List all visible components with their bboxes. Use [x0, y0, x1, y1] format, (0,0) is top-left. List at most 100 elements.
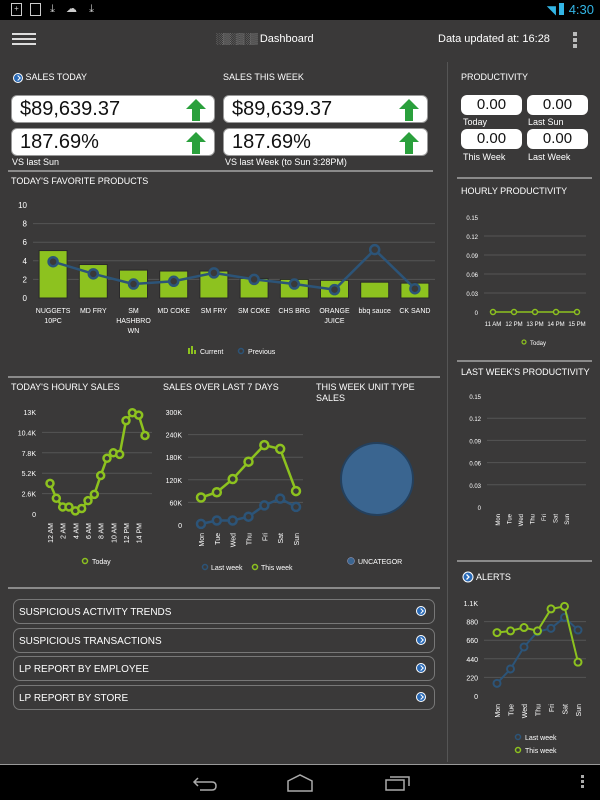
divider — [8, 587, 440, 589]
today-point — [489, 308, 497, 316]
arrow-up-icon — [399, 99, 419, 121]
last-week-point — [519, 642, 529, 652]
chart-title: ALERTS — [476, 572, 511, 582]
previous-point — [288, 278, 301, 290]
download-icon: ⤓ — [89, 3, 94, 15]
x-tick-label: Thu — [531, 514, 537, 524]
x-tick-label: 14 PM — [547, 322, 564, 328]
arrow-up-icon — [399, 132, 419, 154]
previous-point — [87, 268, 100, 280]
chevron-right-icon — [416, 692, 426, 702]
back-icon[interactable] — [192, 775, 218, 791]
today-point — [140, 430, 150, 441]
y-tick-label: 0.06 — [469, 462, 481, 468]
y-tick-label: 0 — [32, 512, 36, 519]
suspicious-transactions-button[interactable]: SUSPICIOUS TRANSACTIONS — [13, 628, 435, 653]
x-tick-label: CK SAND — [399, 308, 430, 315]
legend-label: Last week — [525, 735, 557, 742]
clock: 4:30 — [568, 2, 594, 17]
y-tick-label: 0.15 — [469, 395, 481, 401]
legend-icon — [521, 339, 527, 345]
y-tick-label: 440 — [466, 657, 478, 664]
arrow-up-icon — [186, 132, 206, 154]
legend-icon — [81, 557, 89, 565]
legend-label: This week — [261, 565, 293, 572]
last-week-point — [259, 500, 270, 511]
chevron-right-icon[interactable] — [462, 571, 474, 583]
y-tick-label: 4 — [23, 257, 28, 266]
sales-today-header[interactable]: SALES TODAY — [13, 72, 87, 83]
today-point — [45, 478, 55, 489]
menu-icon[interactable] — [12, 33, 36, 47]
last-week-point — [227, 515, 238, 526]
sales-today-amount-box: $89,639.37 — [11, 95, 215, 123]
y-tick-label: 6 — [23, 238, 28, 247]
x-tick-label: 8 AM — [99, 523, 106, 539]
x-tick-label: CHS BRG — [278, 308, 310, 315]
y-tick-label: 880 — [466, 620, 478, 627]
overflow-menu-icon[interactable] — [581, 775, 584, 788]
data-updated-label: Data updated at: 16:28 — [438, 33, 550, 45]
sales-week-amount: $89,639.37 — [232, 98, 333, 120]
y-tick-label: 1.1K — [464, 601, 479, 608]
alerts-chart: ALERTS 0 220 440 660 880 1.1K Mon Tue Wed Thu Fri Sa… — [462, 571, 586, 755]
chart-title: THIS WEEK UNIT TYPE — [316, 382, 415, 392]
home-icon[interactable] — [287, 774, 313, 792]
x-tick-label: Sun — [565, 514, 571, 525]
recent-apps-icon[interactable] — [385, 774, 411, 792]
this-week-point — [259, 439, 270, 451]
chevron-right-icon — [416, 635, 426, 645]
overflow-menu-icon[interactable] — [573, 32, 577, 48]
y-tick-label: 300K — [166, 410, 183, 417]
y-tick-label: 60K — [170, 500, 183, 507]
x-tick-label: Mon — [496, 514, 502, 526]
arrow-up-icon — [186, 99, 206, 121]
y-tick-label: 0 — [23, 294, 28, 303]
chart-title: TODAY'S FAVORITE PRODUCTS — [11, 176, 148, 186]
last-week-point — [274, 493, 286, 504]
this-week-point — [492, 628, 502, 638]
y-tick-label: 13K — [24, 410, 37, 417]
suspicious-activity-trends-button[interactable]: SUSPICIOUS ACTIVITY TRENDS — [13, 599, 435, 624]
y-tick-label: 0 — [474, 694, 478, 701]
this-week-point — [506, 626, 515, 636]
x-tick-label: 2 AM — [61, 523, 68, 539]
chart-title: HOURLY PRODUCTIVITY — [461, 186, 567, 196]
previous-point — [248, 273, 260, 286]
chart-title: SALES — [316, 393, 345, 403]
x-tick-label: Wed — [519, 514, 525, 526]
chevron-right-icon — [416, 663, 426, 673]
action-bar: ░▒░▒░▒ Dashboard Data updated at: 16:28 — [0, 20, 600, 60]
x-tick-label: Sun — [576, 704, 583, 717]
x-tick-label: 15 PM — [568, 322, 585, 328]
pie-slice — [340, 442, 414, 516]
divider — [8, 170, 433, 172]
legend-bar-icon — [188, 348, 190, 354]
y-tick-label: 0.06 — [466, 273, 478, 279]
x-tick-label: 13 PM — [526, 322, 543, 328]
legend-label: Today — [530, 341, 546, 347]
x-tick-label: Sun — [294, 533, 301, 546]
legend-label: Today — [92, 559, 111, 566]
today-point — [133, 410, 144, 420]
productivity-today-value: 0.00 — [461, 95, 522, 115]
previous-point — [47, 255, 59, 268]
divider — [457, 177, 592, 179]
x-tick-label: Thu — [247, 533, 254, 545]
this-week-point — [519, 623, 529, 633]
lp-report-by-store-button[interactable]: LP REPORT BY STORE — [13, 685, 435, 710]
x-tick-label: Mon — [199, 533, 206, 547]
last-week-productivity-chart: LAST WEEK'S PRODUCTIVITY 0 0.03 0.06 0.09 0.1… — [461, 367, 590, 526]
today-point — [510, 308, 518, 316]
x-tick-label: MD COKE — [157, 308, 190, 315]
lp-report-by-employee-button[interactable]: LP REPORT BY EMPLOYEE — [13, 656, 435, 681]
battery-icon — [559, 3, 564, 15]
productivity-last-week-value: 0.00 — [527, 129, 588, 149]
chevron-right-icon[interactable] — [13, 72, 23, 83]
previous-point — [167, 275, 180, 288]
y-tick-label: 0 — [475, 311, 479, 317]
x-tick-label: bbq sauce — [359, 308, 391, 315]
today-point — [102, 453, 112, 464]
legend-label: Previous — [248, 349, 276, 356]
divider — [457, 360, 592, 362]
